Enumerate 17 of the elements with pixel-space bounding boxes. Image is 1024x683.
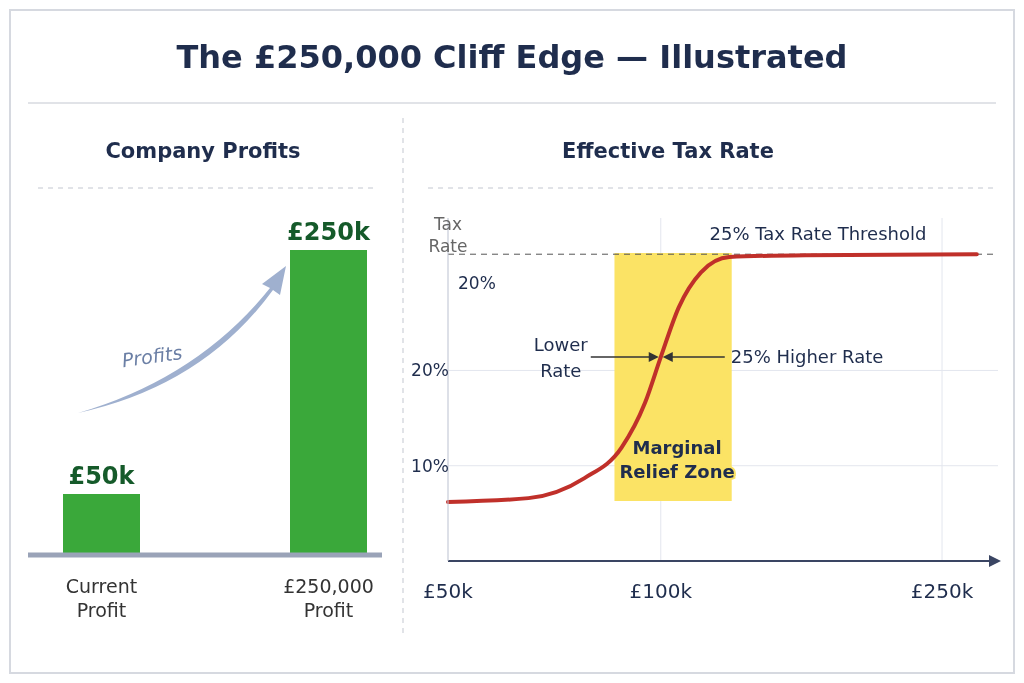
- x-tick-label: Current Profit: [65, 575, 138, 621]
- chart-title: Effective Tax Rate: [562, 139, 774, 163]
- annotation: Lower Rate: [533, 334, 589, 382]
- y-tick-label: 10%: [411, 455, 449, 476]
- text: The £250,000 Cliff Edge — Illustrated: [176, 38, 848, 76]
- x-tick-label: £250,000 Profit: [283, 575, 374, 621]
- annotation: 25% Higher Rate: [730, 346, 884, 368]
- chart-title: Company Profits: [105, 139, 301, 163]
- y-axis-title: Tax Rate: [428, 214, 468, 256]
- x-tick-label: £100k: [629, 579, 693, 603]
- data-label: £250k: [287, 218, 371, 246]
- x-tick-label: £250k: [910, 579, 974, 603]
- data-label: £50k: [68, 462, 136, 490]
- ref-line-label: 25% Tax Rate Threshold: [709, 223, 927, 245]
- annotation: Profits: [120, 340, 184, 372]
- x-tick-label: £50k: [423, 579, 474, 603]
- annotation: 20%: [458, 273, 496, 293]
